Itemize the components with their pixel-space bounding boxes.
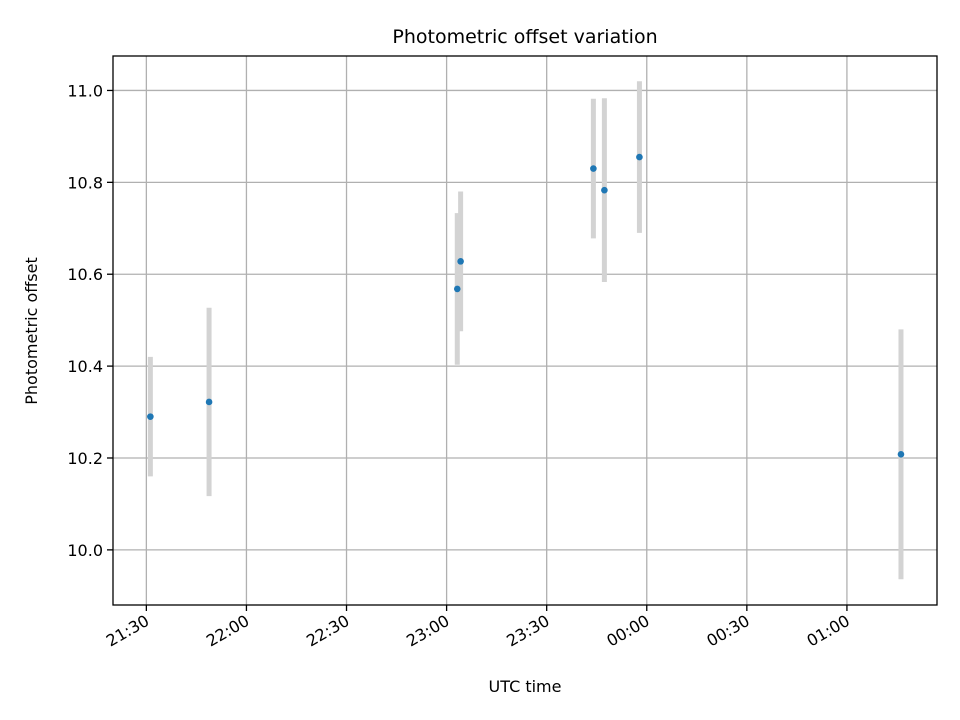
y-tick-label: 10.6: [67, 265, 103, 284]
data-point: [601, 186, 608, 194]
x-axis-label: UTC time: [489, 677, 562, 696]
plot-frame: [112, 55, 938, 606]
data-point: [147, 413, 154, 420]
y-axis-label: Photometric offset: [22, 257, 41, 405]
grid: [113, 56, 937, 605]
data-points: [147, 153, 905, 458]
data-point: [457, 258, 464, 265]
y-tick-label: 10.8: [67, 173, 103, 192]
data-point: [453, 285, 461, 293]
data-point: [205, 398, 213, 406]
chart-title: Photometric offset variation: [392, 26, 657, 48]
y-tick-label: 11.0: [67, 81, 103, 100]
y-tick-label: 10.2: [67, 449, 103, 468]
y-tick-label: 10.0: [67, 541, 103, 560]
y-tick-label: 10.4: [67, 357, 103, 376]
data-point: [636, 153, 643, 161]
data-point: [590, 165, 597, 172]
data-point: [897, 451, 905, 458]
